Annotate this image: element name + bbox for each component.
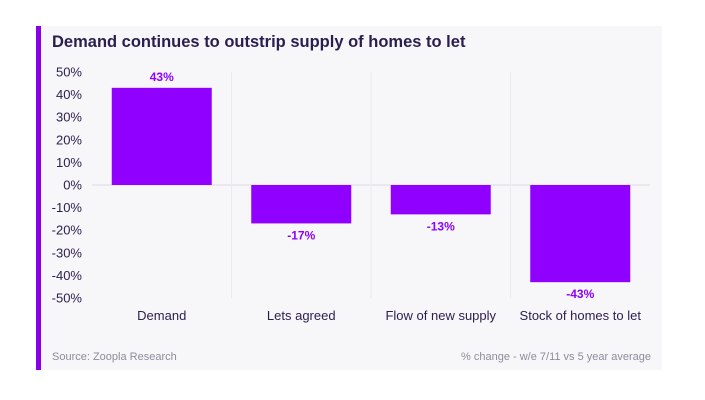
y-tick-label: -40% [52, 268, 83, 283]
data-label: 43% [150, 70, 174, 84]
y-tick-label: -30% [52, 245, 83, 260]
data-label: -17% [287, 228, 315, 242]
y-tick-label: -50% [52, 291, 83, 306]
y-tick-label: 40% [56, 87, 82, 102]
category-label: Lets agreed [267, 308, 336, 323]
data-label: -13% [427, 219, 455, 233]
bar-lets-agreed [251, 185, 352, 224]
period-note: % change - w/e 7/11 vs 5 year average [461, 351, 651, 363]
y-tick-label: -10% [52, 200, 83, 215]
chart-title: Demand continues to outstrip supply of h… [52, 33, 466, 51]
category-label: Flow of new supply [385, 308, 496, 323]
bar-demand [111, 87, 212, 185]
y-tick-label: 30% [56, 110, 82, 125]
y-tick-label: 0% [63, 178, 82, 193]
source-note: Source: Zoopla Research [52, 351, 177, 363]
y-tick-label: 50% [56, 65, 82, 80]
data-label: -43% [566, 287, 594, 301]
y-tick-label: 20% [56, 132, 82, 147]
y-tick-label: -20% [52, 223, 83, 238]
accent-bar [36, 26, 41, 370]
category-label: Demand [137, 308, 186, 323]
y-axis: 50% 40% 30% 20% 10% 0% -10% -20% -30% -40% -50% [52, 65, 650, 306]
category-label: Stock of homes to let [520, 308, 642, 323]
bar-flow-of-new-supply [390, 185, 491, 215]
y-tick-label: 10% [56, 155, 82, 170]
bar-stock-of-homes-to-let [530, 185, 631, 283]
x-axis: Demand Lets agreed Flow of new supply Stock… [137, 308, 641, 323]
bars: 43% -17% -13% -43% [111, 70, 631, 301]
